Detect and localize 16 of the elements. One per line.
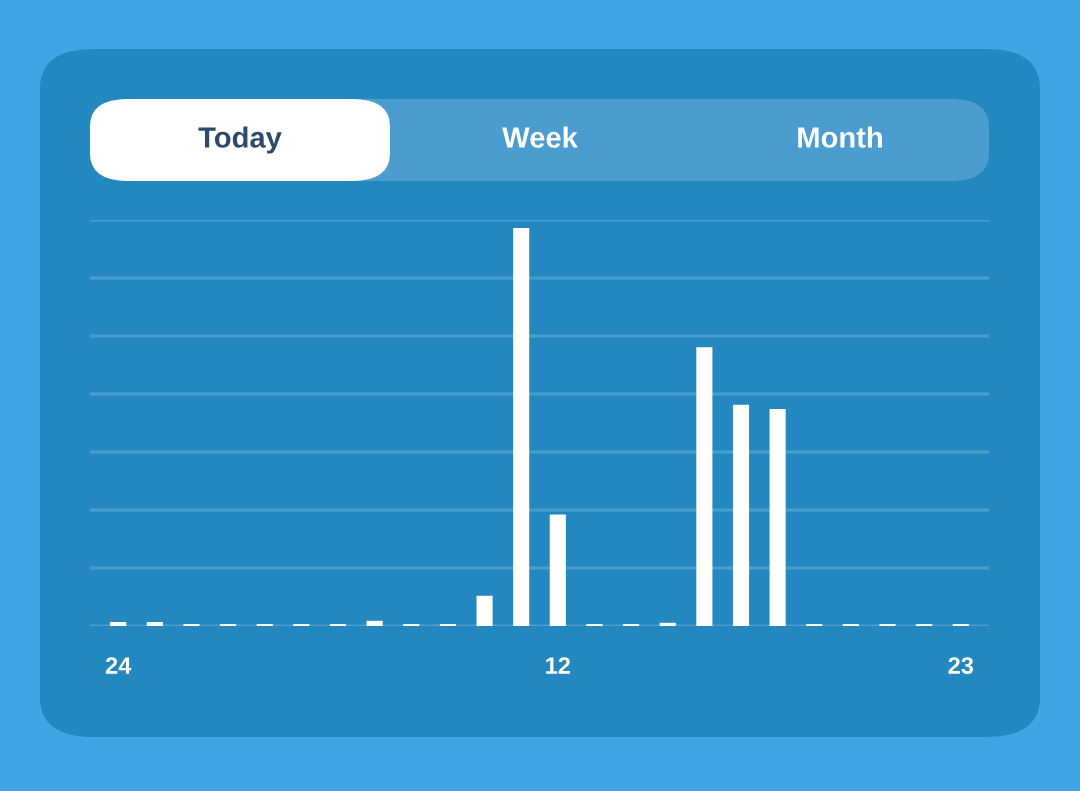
bar bbox=[146, 622, 163, 626]
bar bbox=[110, 622, 127, 626]
text: Today bbox=[198, 126, 282, 154]
bar bbox=[769, 409, 786, 626]
bar bbox=[696, 347, 713, 626]
bar bbox=[549, 514, 566, 626]
x-tick-label: 23 bbox=[948, 657, 974, 674]
text: Month bbox=[798, 126, 882, 148]
text: Week bbox=[502, 126, 578, 148]
bar bbox=[732, 404, 750, 626]
x-tick-label: 24 bbox=[105, 657, 132, 674]
bar bbox=[476, 595, 493, 626]
bar bbox=[659, 622, 676, 626]
x-tick-label: 12 bbox=[546, 657, 570, 674]
bar bbox=[513, 227, 530, 626]
bar bbox=[366, 620, 383, 626]
